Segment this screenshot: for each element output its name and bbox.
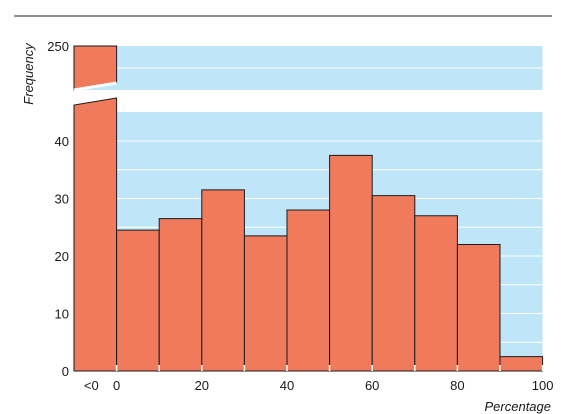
bar — [329, 154, 373, 372]
x-tick-label: 60 — [365, 378, 379, 393]
bar — [201, 189, 245, 372]
y-tick-label: 40 — [55, 134, 69, 149]
bar — [158, 218, 203, 372]
y-tick-label: 0 — [62, 364, 69, 379]
y-tick-label: 20 — [55, 249, 69, 264]
bar — [371, 195, 416, 372]
bar — [414, 215, 458, 372]
bar — [243, 235, 288, 372]
x-axis-label: Percentage — [485, 399, 552, 414]
bar — [456, 244, 501, 372]
x-tick-label: <0 — [84, 378, 99, 393]
y-tick-label: 250 — [47, 39, 69, 54]
tick-labels: 0 10 20 30 40 250 <0 0 20 40 60 80 100 — [47, 39, 553, 393]
axis-break-mark — [73, 81, 117, 92]
y-axis-label: Frequency — [21, 42, 36, 105]
x-tick-label: 0 — [113, 378, 120, 393]
x-tick-label: 80 — [450, 378, 464, 393]
y-tick-label: 30 — [55, 192, 69, 207]
x-tick-label: 20 — [195, 378, 209, 393]
bar — [116, 229, 160, 372]
bars — [73, 45, 544, 372]
y-tick-label: 10 — [55, 307, 69, 322]
x-tick-label: 100 — [532, 378, 554, 393]
bar — [499, 356, 544, 372]
x-tick-label: 40 — [280, 378, 294, 393]
bar — [286, 209, 331, 372]
bar — [73, 97, 118, 372]
